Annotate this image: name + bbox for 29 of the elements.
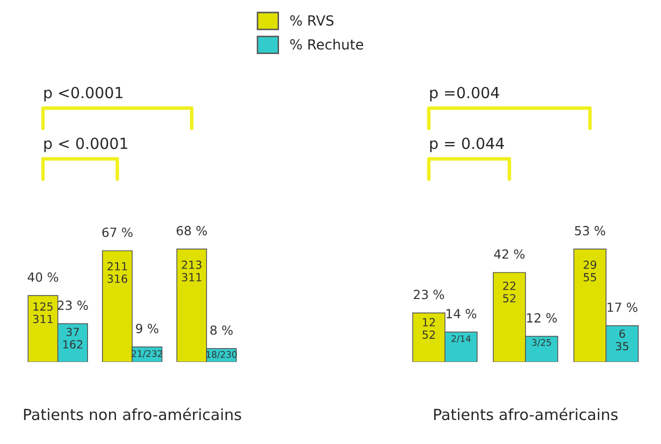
annotation: 22 52 [503, 282, 516, 302]
annotation: 37 162 [63, 328, 82, 349]
data-label: 9 % [136, 324, 158, 334]
text: p <0.0001 [44, 86, 122, 102]
annotation: 213 311 [182, 260, 202, 282]
x-axis-title: Patients non afro-américains [24, 408, 242, 420]
data-label: 23 % [414, 290, 444, 300]
legend-label: % RVS [290, 15, 334, 26]
annotation: 125 311 [33, 302, 53, 324]
data-label: 17 % [608, 302, 638, 312]
annotation: 2/14 [452, 335, 471, 343]
data-label: 53 % [575, 226, 606, 236]
annotation: 6 35 [616, 330, 628, 350]
text: p < 0.0001 [44, 138, 128, 152]
annotation: 211 316 [108, 262, 128, 283]
data-label: 40 % [28, 272, 58, 282]
data-label: 12 % [527, 313, 557, 323]
annotation: 3/25 [532, 339, 551, 347]
data-label: 8 % [210, 325, 233, 335]
data-label: 67 % [102, 228, 133, 238]
text: p = 0.044 [430, 138, 504, 152]
data-label: 14 % [446, 308, 476, 318]
data-label: 68 % [176, 226, 207, 236]
text: p =0.004 [430, 86, 500, 102]
x-axis-title: Patients afro-américains [434, 408, 618, 420]
annotation: 12 52 [422, 318, 435, 339]
legend-label: % Rechute [290, 38, 364, 50]
annotation: 29 55 [584, 260, 596, 282]
data-label: 42 % [494, 249, 525, 259]
